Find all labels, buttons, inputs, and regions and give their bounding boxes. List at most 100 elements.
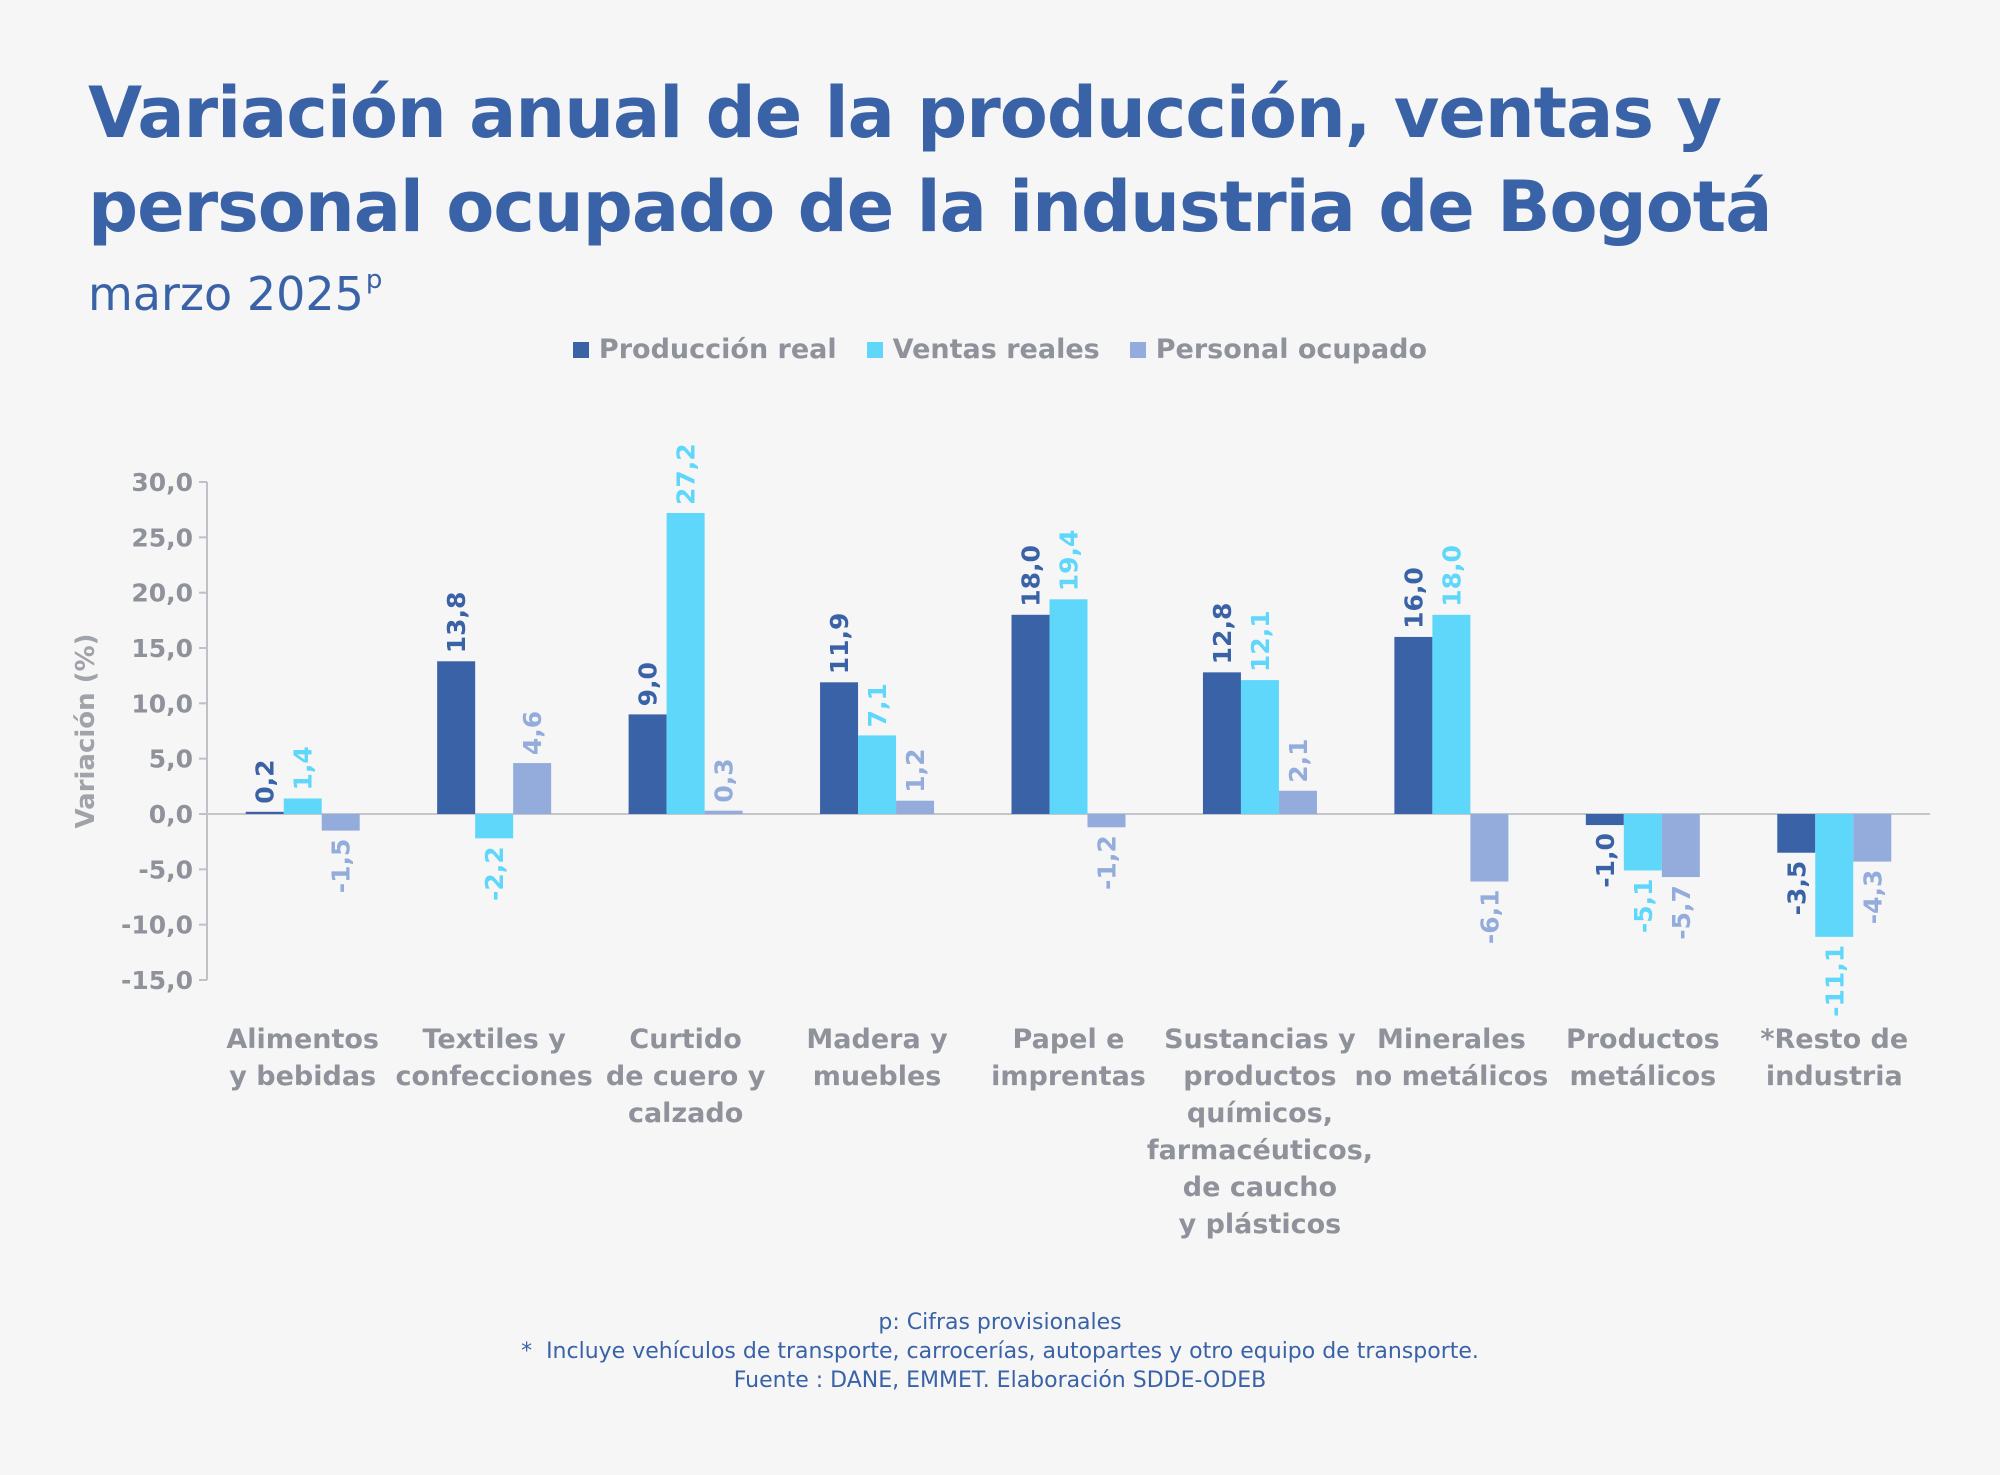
- category-label: y plásticos: [1179, 1209, 1342, 1240]
- data-label-personal: 4,6: [518, 711, 547, 755]
- category-label: Curtido: [629, 1024, 741, 1055]
- data-label-ventas: 7,1: [863, 683, 892, 727]
- category-label: *Resto de: [1760, 1024, 1908, 1055]
- legend-item-ventas: Ventas reales: [866, 334, 1100, 365]
- category-label: farmacéuticos,: [1147, 1135, 1373, 1166]
- y-tick-label: 10,0: [131, 689, 193, 718]
- data-label-personal: -4,3: [1858, 870, 1887, 925]
- data-label-produccion: 0,2: [251, 759, 280, 803]
- legend: Producción real Ventas reales Personal o…: [0, 334, 2000, 365]
- data-label-ventas: 1,4: [289, 746, 318, 790]
- category-label: confecciones: [396, 1061, 593, 1092]
- category-label: químicos,: [1187, 1098, 1333, 1129]
- bar-personal: [1661, 814, 1700, 878]
- bar-ventas: [1432, 614, 1471, 814]
- data-label-personal: -6,1: [1475, 890, 1504, 945]
- data-label-produccion: -1,0: [1591, 833, 1620, 888]
- bar-ventas: [666, 512, 705, 814]
- legend-swatch-produccion: [572, 341, 589, 358]
- category-label: Madera y: [806, 1024, 948, 1055]
- category-label: muebles: [813, 1061, 942, 1092]
- bar-personal: [513, 763, 552, 814]
- category-label: productos: [1183, 1061, 1336, 1092]
- subtitle-provisional-mark: p: [365, 265, 383, 295]
- bar-produccion: [628, 714, 667, 814]
- data-label-produccion: 16,0: [1399, 567, 1428, 629]
- data-label-personal: -1,5: [327, 839, 356, 894]
- bar-produccion: [1585, 814, 1624, 826]
- bar-produccion: [245, 811, 284, 814]
- bar-produccion: [1777, 814, 1816, 853]
- subtitle-date: marzo 2025: [88, 267, 364, 321]
- category-label: Productos: [1566, 1024, 1720, 1055]
- bar-personal: [1470, 814, 1509, 882]
- chart-title: Variación anual de la producción, ventas…: [88, 72, 1773, 248]
- bar-ventas: [1240, 680, 1279, 814]
- bar-ventas: [475, 814, 514, 839]
- data-label-ventas: -5,1: [1629, 878, 1658, 933]
- bar-personal: [896, 800, 935, 814]
- category-label: no metálicos: [1354, 1061, 1548, 1092]
- bar-personal: [321, 814, 360, 831]
- category-label: metálicos: [1569, 1061, 1716, 1092]
- legend-label-produccion: Producción real: [598, 334, 837, 365]
- bar-produccion: [1394, 636, 1433, 814]
- data-label-produccion: 13,8: [442, 592, 471, 654]
- bar-chart: 30,0 25,0 20,0 15,0 10,0 5,0 0,0 -5,0 -10,0 -15,0…: [71, 443, 1930, 1240]
- y-tick-label: 25,0: [131, 523, 193, 552]
- chart-subtitle: marzo 2025p: [88, 250, 382, 324]
- data-label-ventas: -2,2: [480, 846, 509, 901]
- category-label: de caucho: [1183, 1172, 1337, 1203]
- y-tick-label: 20,0: [131, 579, 193, 608]
- category-label: de cuero y: [606, 1061, 766, 1092]
- category-label: Textiles y: [422, 1024, 566, 1055]
- footnote-resto-industria: * Incluye vehículos de transporte, carro…: [521, 1339, 1479, 1364]
- bar-personal: [1087, 814, 1126, 828]
- y-tick-label: 0,0: [149, 800, 193, 829]
- data-label-ventas: -11,1: [1820, 945, 1849, 1017]
- bar-ventas: [283, 798, 322, 814]
- bar-personal: [1853, 814, 1892, 862]
- bar-personal: [704, 810, 743, 814]
- data-label-ventas: 18,0: [1437, 545, 1466, 607]
- y-tick-label: 5,0: [149, 745, 193, 774]
- y-tick-label: -15,0: [121, 966, 193, 995]
- legend-label-ventas: Ventas reales: [892, 334, 1100, 365]
- data-label-produccion: 18,0: [1017, 545, 1046, 607]
- data-label-personal: -1,2: [1093, 835, 1122, 890]
- legend-item-personal: Personal ocupado: [1129, 334, 1428, 365]
- data-label-produccion: -3,5: [1782, 861, 1811, 916]
- legend-item-produccion: Producción real: [572, 334, 837, 365]
- data-label-ventas: 19,4: [1055, 530, 1084, 592]
- data-label-produccion: 11,9: [825, 613, 854, 675]
- legend-label-personal: Personal ocupado: [1155, 334, 1428, 365]
- category-label: Minerales: [1377, 1024, 1526, 1055]
- data-label-personal: 1,2: [901, 748, 930, 792]
- footnote-provisional: p: Cifras provisionales: [878, 1310, 1122, 1335]
- category-label: Alimentos: [226, 1024, 379, 1055]
- y-tick-label: -5,0: [138, 855, 193, 884]
- bar-personal: [1278, 790, 1317, 814]
- bar-ventas: [1049, 599, 1088, 814]
- category-label: calzado: [628, 1098, 743, 1129]
- category-label: y bebidas: [229, 1061, 376, 1092]
- y-tick-label: 30,0: [131, 468, 193, 497]
- bar-produccion: [1202, 672, 1241, 814]
- y-tick-label: 15,0: [131, 634, 193, 663]
- legend-swatch-personal: [1129, 341, 1146, 358]
- y-tick-label: -10,0: [121, 911, 193, 940]
- data-label-personal: 0,3: [710, 758, 739, 802]
- bar-ventas: [1623, 814, 1662, 871]
- category-label: Papel e: [1013, 1024, 1125, 1055]
- y-axis-title: Variación (%): [71, 633, 101, 828]
- category-label: Sustancias y: [1164, 1024, 1356, 1055]
- footnote-source: Fuente : DANE, EMMET. Elaboración SDDE-O…: [733, 1368, 1267, 1393]
- bar-produccion: [437, 661, 476, 814]
- legend-swatch-ventas: [866, 341, 883, 358]
- data-label-produccion: 9,0: [634, 662, 663, 706]
- bar-ventas: [858, 735, 897, 814]
- bar-produccion: [820, 682, 859, 814]
- footnotes: p: Cifras provisionales * Incluye vehícu…: [0, 1308, 2000, 1395]
- data-label-ventas: 12,1: [1246, 610, 1275, 672]
- data-label-personal: -5,7: [1667, 885, 1696, 940]
